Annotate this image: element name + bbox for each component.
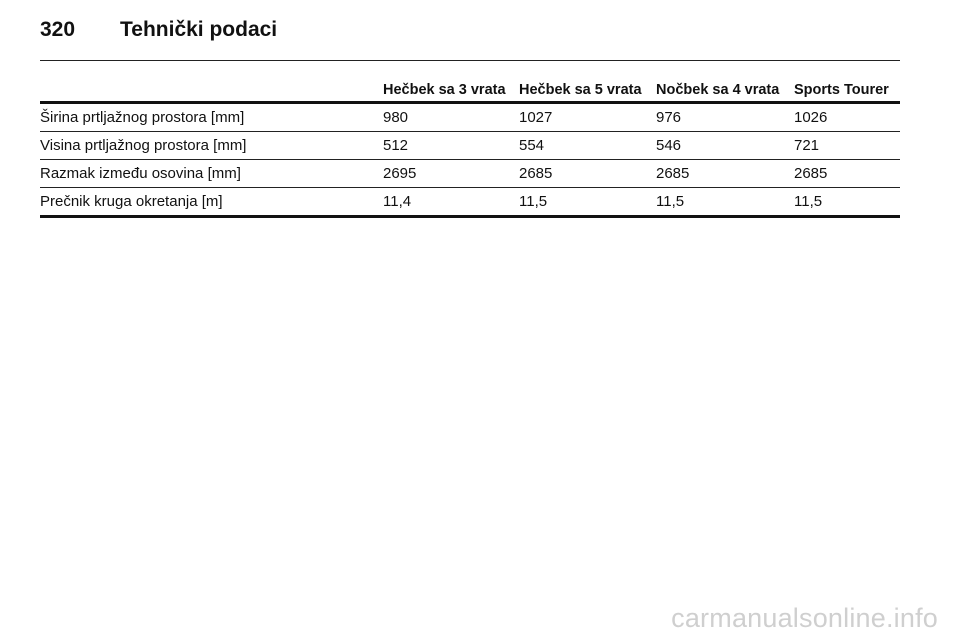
table-cell: 2695 bbox=[383, 159, 519, 188]
table-cell: 976 bbox=[656, 102, 794, 132]
column-header-sports-tourer: Sports Tourer bbox=[794, 75, 900, 104]
table-cell: 2685 bbox=[519, 159, 656, 188]
table-cell: 980 bbox=[383, 102, 519, 132]
row-label: Širina prtljažnog prostora [mm] bbox=[40, 102, 383, 132]
table-cell: 546 bbox=[656, 131, 794, 160]
column-header-hatchback-5-door: Hečbek sa 5 vrata bbox=[519, 75, 656, 104]
table-cell: 11,5 bbox=[519, 187, 656, 218]
column-header-empty bbox=[40, 75, 383, 104]
table-cell: 721 bbox=[794, 131, 900, 160]
table-cell: 11,5 bbox=[794, 187, 900, 218]
table-row: Visina prtljažnog prostora [mm] 512 554 … bbox=[40, 131, 900, 160]
table-row: Širina prtljažnog prostora [mm] 980 1027… bbox=[40, 102, 900, 132]
section-title: Tehnički podaci bbox=[120, 18, 278, 41]
column-header-sedan-4-door: Nočbek sa 4 vrata bbox=[656, 75, 794, 104]
row-label: Razmak između osovina [mm] bbox=[40, 159, 383, 188]
watermark-text: carmanualsonline.info bbox=[671, 603, 938, 633]
table-cell: 554 bbox=[519, 131, 656, 160]
dimensions-table: Hečbek sa 3 vrata Hečbek sa 5 vrata Nočb… bbox=[40, 75, 900, 218]
table-cell: 2685 bbox=[656, 159, 794, 188]
table-cell: 2685 bbox=[794, 159, 900, 188]
column-header-hatchback-3-door: Hečbek sa 3 vrata bbox=[383, 75, 519, 104]
row-label: Visina prtljažnog prostora [mm] bbox=[40, 131, 383, 160]
row-label: Prečnik kruga okretanja [m] bbox=[40, 187, 383, 218]
table-cell: 11,5 bbox=[656, 187, 794, 218]
table-cell: 512 bbox=[383, 131, 519, 160]
table-cell: 1026 bbox=[794, 102, 900, 132]
page-header: 320 Tehnički podaci bbox=[40, 18, 277, 42]
table-row: Prečnik kruga okretanja [m] 11,4 11,5 11… bbox=[40, 187, 900, 218]
table-row: Razmak između osovina [mm] 2695 2685 268… bbox=[40, 159, 900, 188]
header-divider bbox=[40, 60, 900, 61]
table-cell: 1027 bbox=[519, 102, 656, 132]
table-header-row: Hečbek sa 3 vrata Hečbek sa 5 vrata Nočb… bbox=[40, 75, 900, 104]
table-cell: 11,4 bbox=[383, 187, 519, 218]
page-number: 320 bbox=[40, 18, 76, 41]
